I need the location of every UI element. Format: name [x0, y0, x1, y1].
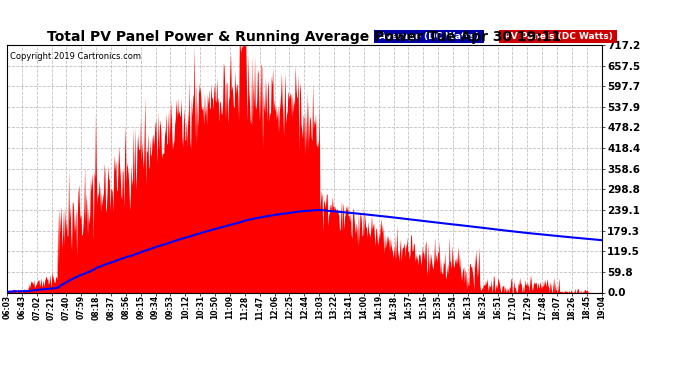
Text: Average (DC Watts): Average (DC Watts) [375, 32, 482, 41]
Text: Copyright 2019 Cartronics.com: Copyright 2019 Cartronics.com [10, 53, 141, 62]
Text: PV Panels (DC Watts): PV Panels (DC Watts) [500, 32, 615, 41]
Title: Total PV Panel Power & Running Average Power Tue Apr 30 19:11: Total PV Panel Power & Running Average P… [47, 30, 562, 44]
